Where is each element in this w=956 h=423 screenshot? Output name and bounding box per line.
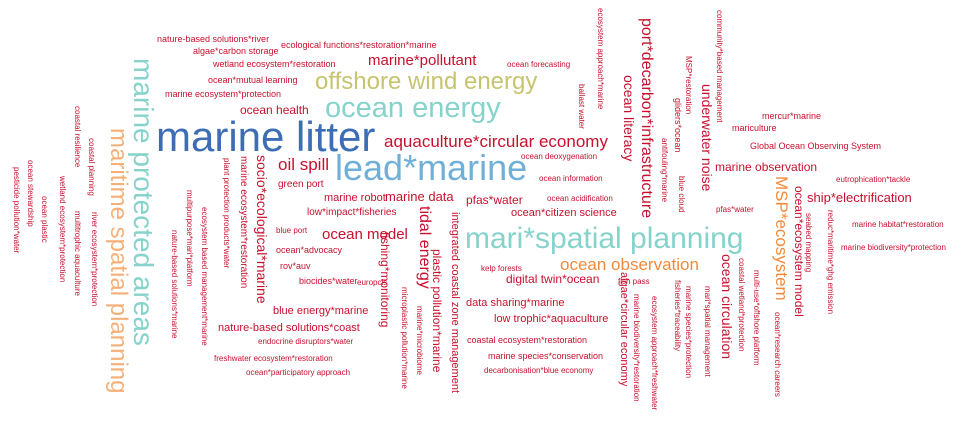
word-europcis: europcis — [357, 278, 388, 287]
word-ocean-literacy: ocean literacy — [621, 75, 637, 162]
word-msp-ecosystem: MSP*ecosystem — [772, 176, 791, 301]
word-blue-energy-marine: blue energy*marine — [273, 305, 369, 317]
word-microplastic-pollution-marine: microplastic pollution*marine — [400, 287, 409, 389]
word-marine-ecosystem-restoration: marine ecosystem*restoration — [238, 156, 249, 289]
word-nature-based-solutions-coast: nature-based solutions*coast — [218, 322, 360, 334]
word-ocean-mutual-learning: ocean*mutual learning — [208, 75, 298, 85]
word-lead-marine: lead*marine — [335, 147, 528, 188]
word-pfas-water: pfas*water — [466, 193, 523, 207]
word-nature-based-solutions-marine: nature-based solutions*marine — [170, 230, 179, 339]
word-marine-data: marine data — [385, 189, 454, 204]
word-community-based-management: community*based management — [715, 10, 724, 123]
word-biocides-water: biocides*water — [299, 276, 358, 286]
word-rov-auv: rov*auv — [280, 261, 311, 271]
word-mariculture: mariculture — [732, 123, 777, 133]
word-marine-microbiome: marine*microbiome — [415, 306, 424, 375]
word-green-port: green port — [278, 179, 324, 190]
word-aquaculture-circular-economy: aquaculture*circular economy — [384, 132, 608, 151]
word-global-ocean-observing-system: Global Ocean Observing System — [750, 141, 882, 151]
word-blue-port: blue port — [276, 226, 308, 235]
word-ecosystem-approach-marine: ecosystem approach*marine — [596, 8, 605, 110]
word-eutrophication-tackle: eutrophication*tackle — [836, 175, 911, 184]
word-coastal-wetland-protection: coastal wetland*protection — [737, 258, 746, 352]
word-ocean-observation: ocean observation — [560, 255, 699, 274]
word-gliders-ocean: gliders*ocean — [673, 98, 683, 153]
word-algae-circular-economy: algae*circular economy — [618, 272, 630, 387]
word-ocean-citizen-science: ocean*citizen science — [511, 207, 617, 219]
word-socio-ecological-marine: socio*ecological*marine — [254, 155, 270, 304]
word-mari-spatial-planning: mari*spatial planning — [465, 222, 744, 255]
word-blue-cloud: blue cloud — [677, 176, 686, 213]
word-fish-pass: fish pass — [618, 277, 650, 286]
word-ocean-plastic: ocean plastic — [40, 196, 49, 243]
word-digital-twin-ocean: digital twin*ocean — [506, 272, 600, 286]
word-freshwater-ecosystem-restoration: freshwater ecosystem*restoration — [214, 354, 333, 363]
word-ocean-deoxygenation: ocean deoxygenation — [521, 152, 598, 161]
word-ocean-energy: ocean energy — [325, 92, 501, 124]
word-marine-habitat-restoration: marine habitat*restoration — [852, 220, 944, 229]
word-marine-protected-areas: marine protected areas — [128, 58, 159, 346]
word-marine-ecosystem-protection: marine ecosystem*protection — [165, 89, 282, 99]
word-antifouling-marine: antifouling*marine — [660, 138, 669, 203]
word-ecosystem-based-management-marine: ecosystem based management*marine — [200, 207, 209, 346]
word-fisheries-traceability: fisheries*traceability — [673, 280, 682, 352]
word-coastal-ecosystem-restoration: coastal ecosystem*restoration — [467, 335, 588, 345]
word-marine-species-protection: marine species*protection — [684, 286, 693, 379]
word-wetland-ecosystem-protection: wetland ecosystem*protection — [58, 176, 67, 283]
word-river-ecosystem-protection: river ecosystem*protection — [90, 212, 99, 307]
word-oil-spill: oil spill — [278, 155, 330, 174]
word-mercur-marine: mercur*marine — [762, 111, 822, 121]
word-ship-electrification: ship*electrification — [807, 190, 912, 205]
word-marine-biodiversity-protection: marine biodiversity*protection — [841, 243, 946, 252]
word-coastal-resilience: coastal resilience — [73, 106, 82, 168]
word-ocean-participatory-approach: ocean*participatory approach — [246, 368, 351, 377]
word-reduc-maritime-ghg-emission: reduc*maritime*ghg emission — [826, 210, 835, 315]
word-kelp-forests: kelp forests — [481, 264, 522, 273]
word-marine-robot: marine robot — [324, 192, 386, 204]
word-pfas-water-small: pfas*water — [716, 205, 754, 214]
word-marine-pollutant: marine*pollutant — [368, 52, 477, 69]
word-port-decarbon-infrastructure: port*decarbon*infrastructure — [638, 18, 655, 219]
word-ecological-functions-restoration-marine: ecological functions*restoration*marine — [281, 40, 437, 50]
word-data-sharing-marine: data sharing*marine — [466, 297, 565, 309]
word-plant-protection-products-water: plant protection products*water — [222, 158, 231, 269]
word-ballast-water: ballast water — [577, 84, 586, 129]
word-msp-restoration: MSP*restoration — [684, 56, 693, 115]
word-ocean-stewardship: ocean stewardship — [26, 160, 35, 227]
word-ocean-health: ocean health — [240, 103, 309, 117]
word-low-trophic-aquaculture: low trophic*aquaculture — [494, 313, 609, 325]
word-offshore-wind-energy: offshore wind energy — [315, 68, 538, 95]
word-algae-carbon-storage: algae*carbon storage — [193, 46, 279, 56]
word-endocrine-disruptors-water: endocrine disruptors*water — [258, 337, 354, 346]
word-multi-use-offshore-platform: multi-use*offshore platform — [752, 270, 761, 366]
word-ocean-information: ocean information — [539, 174, 603, 183]
word-pesticide-pollution-water: pesticide pollution*water — [12, 167, 21, 254]
word-marine-observation: marine observation — [715, 160, 818, 174]
word-ecosystem-approach-freshwater: ecosystem approach*freshwater — [650, 296, 659, 411]
word-marine-litter: marine litter — [156, 113, 376, 160]
word-decarbonisation-blue-economy: decarbonisation*blue economy — [484, 366, 594, 375]
word-marine-species-conservation: marine species*conservation — [488, 351, 604, 361]
word-ocean-advocacy: ocean*advocacy — [276, 245, 343, 255]
word-underwater-noise: underwater noise — [699, 84, 715, 192]
word-ocean-acidification: ocean acidification — [547, 194, 613, 203]
word-maritime-spatial-planning: maritime spatial planning — [105, 128, 132, 394]
word-fishing-monitoring: fishing*monitoring — [378, 232, 392, 328]
word-plastic-pollution-marine: plastic pollution*marine — [430, 249, 444, 373]
word-marine-biodiversity-restoration: marine biodiversity*restoration — [632, 294, 641, 402]
word-ocean-model: ocean model — [322, 226, 408, 243]
word-multipurpose-mari-platform: multipurpose*mari*platform — [185, 190, 194, 287]
word-ocean-research-careers: ocean*research careers — [773, 312, 782, 397]
word-seabed-mapping: seabed mapping — [804, 213, 813, 273]
word-ocean-circulation: ocean circulation — [719, 254, 735, 360]
word-multitrophic-aquaculture: multitrophic aquaculture — [73, 211, 82, 296]
word-wetland-ecosystem-restoration: wetland ecosystem*restoration — [213, 59, 336, 69]
word-nature-based-solutions-river: nature-based solutions*river — [157, 34, 270, 44]
word-mari-spatial-management: mari*spatial management — [703, 286, 712, 377]
word-low-impact-fisheries: low*impact*fisheries — [307, 207, 397, 218]
word-ocean-forecasting: ocean forecasting — [507, 60, 571, 69]
word-coastal-planning: coastal planning — [87, 138, 96, 196]
word-integrated-coastal-zone-management: integrated coastal zone management — [449, 212, 461, 394]
